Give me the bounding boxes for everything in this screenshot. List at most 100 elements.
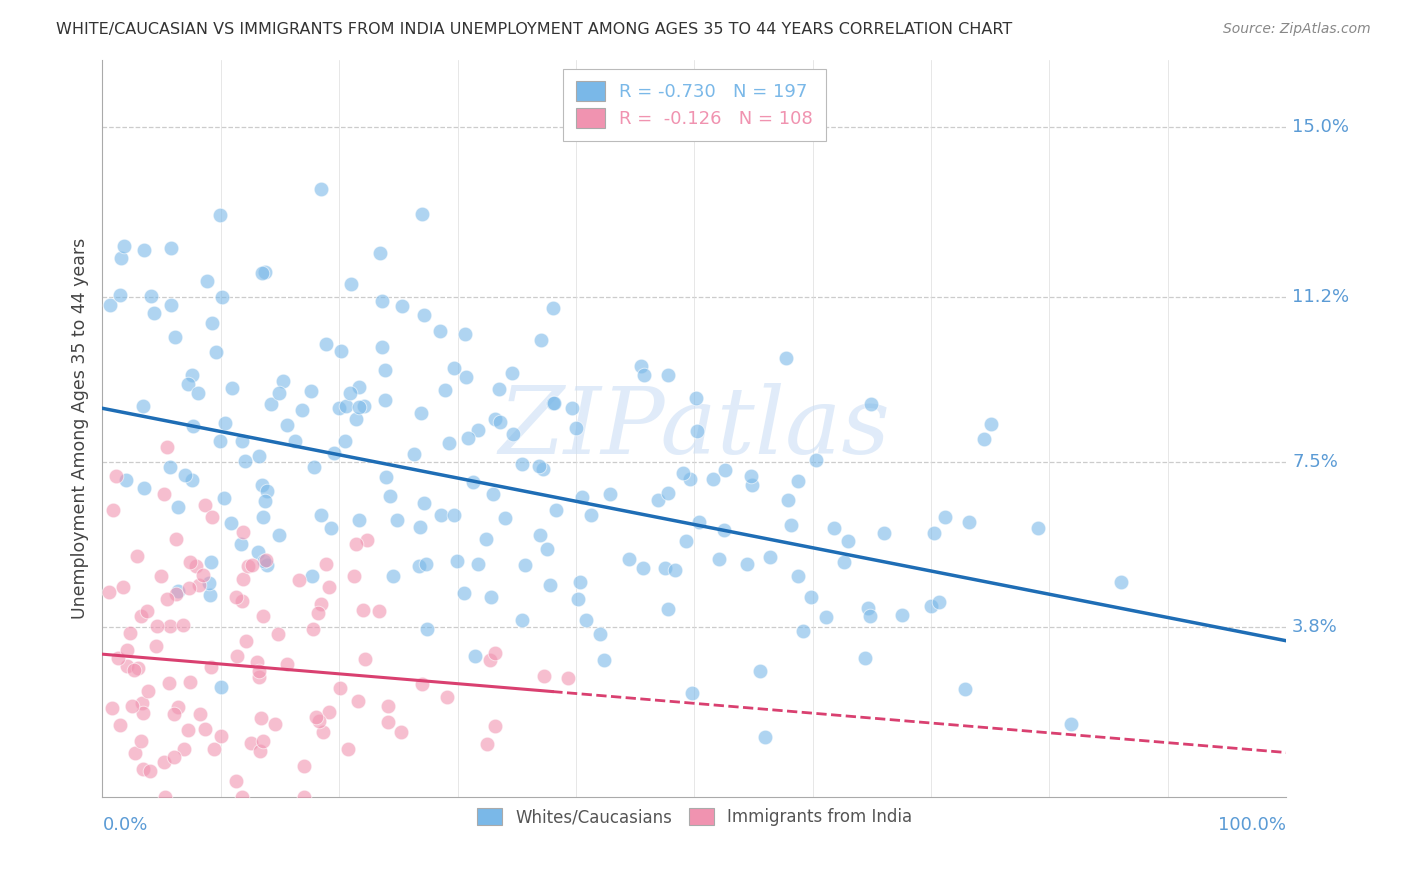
Point	[318, 705, 340, 719]
Point	[411, 406, 433, 420]
Point	[484, 411, 506, 425]
Point	[675, 533, 697, 548]
Point	[352, 603, 374, 617]
Point	[475, 533, 498, 547]
Point	[157, 675, 180, 690]
Point	[890, 607, 912, 622]
Point	[329, 681, 352, 696]
Point	[165, 532, 187, 546]
Point	[252, 510, 274, 524]
Point	[374, 392, 396, 407]
Point	[172, 618, 194, 632]
Point	[134, 481, 156, 495]
Point	[837, 534, 859, 549]
Point	[146, 619, 169, 633]
Point	[115, 659, 138, 673]
Point	[529, 458, 551, 473]
Point	[353, 399, 375, 413]
Point	[347, 400, 370, 414]
Point	[264, 716, 287, 731]
Point	[416, 622, 439, 636]
Point	[212, 491, 235, 506]
Point	[786, 474, 808, 488]
Point	[108, 718, 131, 732]
Point	[188, 707, 211, 722]
Point	[179, 674, 201, 689]
Point	[853, 651, 876, 665]
Point	[246, 655, 269, 669]
Point	[156, 440, 179, 454]
Point	[145, 639, 167, 653]
Point	[208, 208, 231, 222]
Point	[571, 491, 593, 505]
Point	[599, 486, 621, 500]
Point	[328, 401, 350, 415]
Point	[374, 362, 396, 376]
Point	[980, 417, 1002, 431]
Point	[209, 434, 232, 449]
Point	[159, 618, 181, 632]
Point	[922, 526, 945, 541]
Point	[713, 524, 735, 538]
Point	[132, 706, 155, 721]
Point	[557, 672, 579, 686]
Point	[367, 604, 389, 618]
Point	[225, 774, 247, 789]
Point	[336, 741, 359, 756]
Point	[186, 559, 208, 574]
Point	[163, 706, 186, 721]
Point	[702, 472, 724, 486]
Point	[714, 463, 737, 477]
Point	[124, 746, 146, 760]
Text: WHITE/CAUCASIAN VS IMMIGRANTS FROM INDIA UNEMPLOYMENT AMONG AGES 35 TO 44 YEARS : WHITE/CAUCASIAN VS IMMIGRANTS FROM INDIA…	[56, 22, 1012, 37]
Point	[654, 561, 676, 575]
Point	[430, 508, 453, 522]
Point	[299, 384, 322, 398]
Point	[806, 453, 828, 467]
Point	[346, 694, 368, 708]
Point	[657, 368, 679, 383]
Point	[302, 459, 325, 474]
Point	[973, 432, 995, 446]
Point	[502, 427, 524, 442]
Point	[307, 606, 329, 620]
Point	[276, 657, 298, 671]
Point	[515, 558, 537, 573]
Point	[162, 750, 184, 764]
Point	[122, 663, 145, 677]
Point	[249, 744, 271, 758]
Point	[308, 714, 330, 728]
Point	[339, 277, 361, 292]
Point	[536, 542, 558, 557]
Point	[453, 586, 475, 600]
Point	[200, 588, 222, 602]
Point	[633, 368, 655, 382]
Point	[112, 239, 135, 253]
Point	[349, 380, 371, 394]
Point	[569, 575, 592, 590]
Point	[740, 469, 762, 483]
Point	[800, 590, 823, 604]
Point	[166, 584, 188, 599]
Point	[311, 182, 333, 196]
Point	[443, 508, 465, 522]
Point	[478, 653, 501, 667]
Point	[389, 725, 412, 739]
Point	[202, 741, 225, 756]
Point	[214, 417, 236, 431]
Point	[235, 634, 257, 648]
Point	[132, 399, 155, 413]
Point	[385, 513, 408, 527]
Point	[343, 569, 366, 583]
Point	[115, 473, 138, 487]
Point	[250, 266, 273, 280]
Point	[377, 698, 399, 713]
Point	[305, 710, 328, 724]
Point	[176, 377, 198, 392]
Point	[166, 500, 188, 514]
Point	[1109, 574, 1132, 589]
Legend: Whites/Caucasians, Immigrants from India: Whites/Caucasians, Immigrants from India	[470, 802, 918, 833]
Point	[657, 602, 679, 616]
Text: 11.2%: 11.2%	[1292, 287, 1350, 306]
Point	[955, 682, 977, 697]
